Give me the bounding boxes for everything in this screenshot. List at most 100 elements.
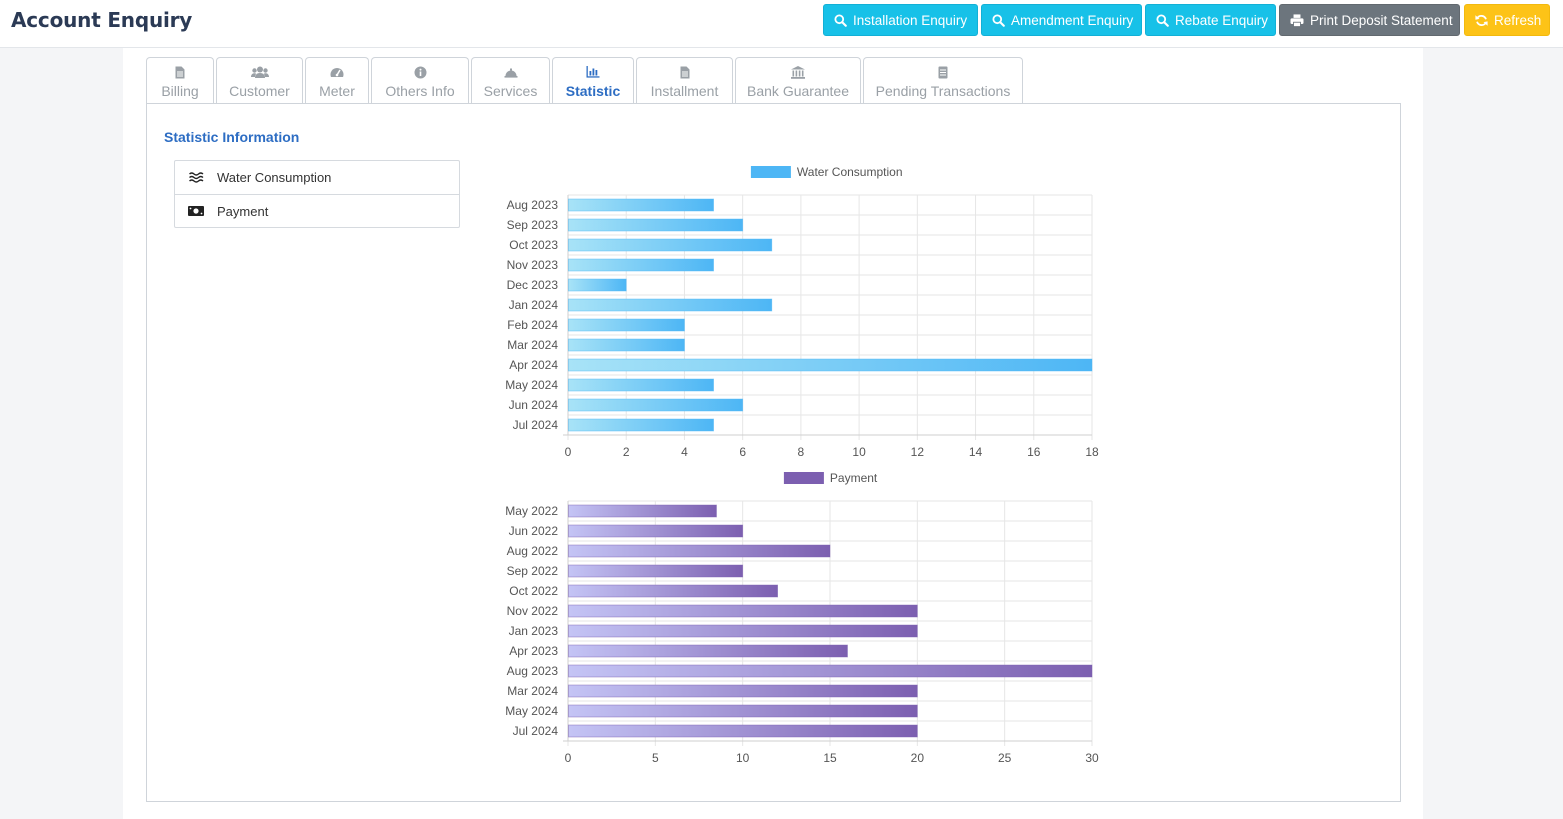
water-x-tick-label: 16 [1027,445,1041,459]
tab-statistic[interactable]: Statistic [552,57,634,104]
payment-bar[interactable] [568,684,918,698]
water-category-label: Nov 2023 [507,258,559,272]
tab-others-info[interactable]: Others Info [371,57,469,103]
print-deposit-statement-label: Print Deposit Statement [1310,12,1453,28]
payment-category-label: Jan 2023 [509,624,559,638]
tab-installment[interactable]: Installment [636,57,733,103]
section-title: Statistic Information [164,129,300,145]
bell-icon [504,65,518,79]
tab-customer[interactable]: Customer [216,57,303,103]
amendment-enquiry-label: Amendment Enquiry [1011,12,1134,28]
water-category-label: Sep 2023 [507,218,559,232]
payment-legend-swatch[interactable] [783,472,824,484]
page-title: Account Enquiry [11,8,193,32]
water-bar[interactable] [568,358,1093,372]
water-category-label: Jan 2024 [509,298,559,312]
list-icon [938,65,948,79]
water-bar[interactable] [568,198,714,212]
water-category-label: Feb 2024 [507,318,558,332]
payment-category-label: Nov 2022 [507,604,559,618]
water-bar[interactable] [568,278,627,292]
payment-bar[interactable] [568,564,744,578]
water-bar[interactable] [568,258,714,272]
users-icon [250,65,269,79]
payment-bar[interactable] [568,624,918,638]
payment-legend-label: Payment [830,471,878,485]
water-bar[interactable] [568,418,714,432]
tab-label: Services [483,83,538,99]
top-bar: Account Enquiry Installation Enquiry Ame… [0,0,1563,48]
payment-x-tick-label: 25 [998,751,1012,765]
payment-bar[interactable] [568,704,918,718]
payment-x-tick-label: 20 [911,751,925,765]
main-content: Billing Customer Meter Others Info Servi… [123,48,1423,819]
payment-bar[interactable] [568,644,848,658]
water-category-label: Oct 2023 [509,238,558,252]
water-bar[interactable] [568,218,744,232]
gauge-icon [330,65,344,79]
installation-enquiry-label: Installation Enquiry [853,12,968,28]
water-x-tick-label: 4 [681,445,688,459]
tab-services[interactable]: Services [471,57,550,103]
payment-bar[interactable] [568,504,717,518]
menu-item-label: Water Consumption [217,170,332,185]
water-category-label: Apr 2024 [509,358,558,372]
water-bar[interactable] [568,298,773,312]
water-category-label: May 2024 [505,378,558,392]
water-bar[interactable] [568,238,773,252]
payment-bar[interactable] [568,544,831,558]
payment-category-label: Jun 2022 [509,524,559,538]
payment-bar[interactable] [568,584,779,598]
payment-category-label: Oct 2022 [509,584,558,598]
water-x-tick-label: 14 [969,445,983,459]
payment-x-tick-label: 30 [1085,751,1099,765]
money-icon [188,204,204,218]
refresh-button[interactable]: Refresh [1464,4,1550,36]
menu-item-payment[interactable]: Payment [175,194,459,227]
tab-label: Statistic [565,83,621,99]
water-bar[interactable] [568,318,685,332]
installation-enquiry-button[interactable]: Installation Enquiry [823,4,978,36]
water-bar[interactable] [568,378,714,392]
refresh-icon [1475,14,1488,26]
payment-category-label: Aug 2023 [507,664,559,678]
tab-label: Customer [229,83,290,99]
menu-item-label: Payment [217,203,269,219]
bar-chart-icon [586,65,600,79]
statistic-menu: Water Consumption Payment [174,160,460,228]
search-icon [992,13,1005,27]
payment-chart-svg: Payment 0 5 10 15 20 25 30 May 2022 Jun 2022 Aug 2… [505,471,1099,765]
payment-bar[interactable] [568,524,744,538]
menu-item-water-consumption[interactable]: Water Consumption [175,161,459,194]
amendment-enquiry-button[interactable]: Amendment Enquiry [981,4,1142,36]
payment-category-label: Mar 2024 [507,684,558,698]
tab-bank-guarantee[interactable]: Bank Guarantee [735,57,861,103]
payment-category-label: Aug 2022 [507,544,559,558]
payment-x-tick-label: 15 [823,751,837,765]
payment-bar[interactable] [568,724,918,738]
water-category-label: Mar 2024 [507,338,558,352]
payment-category-label: Sep 2022 [507,564,559,578]
print-deposit-statement-button[interactable]: Print Deposit Statement [1279,4,1460,36]
payment-category-label: May 2022 [505,504,558,518]
tab-meter[interactable]: Meter [305,57,369,103]
tab-billing[interactable]: Billing [146,57,214,103]
water-bar[interactable] [568,398,744,412]
payment-bar[interactable] [568,604,918,618]
water-x-tick-label: 18 [1085,445,1099,459]
info-icon [414,65,427,79]
water-consumption-chart: Water Consumption 0 2 4 6 8 10 12 14 16 18 Aug 2023… [447,159,1107,464]
water-x-tick-label: 8 [798,445,805,459]
water-legend-label: Water Consumption [797,165,903,179]
payment-bar[interactable] [568,664,1093,678]
water-legend-swatch[interactable] [750,166,791,178]
file-icon [175,65,185,79]
rebate-enquiry-button[interactable]: Rebate Enquiry [1145,4,1276,36]
tab-label: Pending Transactions [875,83,1011,99]
water-bar[interactable] [568,338,685,352]
payment-x-tick-label: 10 [736,751,750,765]
search-icon [834,13,847,27]
water-x-tick-label: 6 [739,445,746,459]
tab-pending-transactions[interactable]: Pending Transactions [863,57,1023,103]
tab-label: Billing [161,83,199,99]
